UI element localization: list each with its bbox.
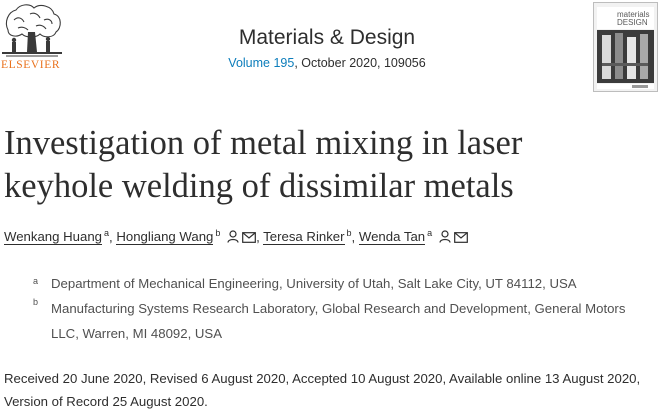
journal-title[interactable]: Materials & Design (238, 26, 416, 49)
envelope-icon[interactable] (453, 231, 468, 246)
issue-info: , October 2020, 109056 (294, 56, 426, 70)
author-link[interactable]: Wenkang Huang (4, 229, 102, 246)
affiliation-label: a (33, 276, 39, 286)
article-title: Investigation of metal mixing in laser k… (4, 124, 523, 205)
elsevier-logo[interactable]: ELSEVIER (0, 2, 64, 72)
author-separator: , (351, 229, 356, 245)
person-icon[interactable] (227, 230, 239, 246)
author-separator: , (109, 229, 113, 245)
person-icon[interactable] (439, 230, 451, 246)
elsevier-tree-logo-icon (2, 4, 62, 57)
affiliation-marker[interactable]: b (215, 228, 221, 238)
affiliation-marker[interactable]: a (427, 228, 433, 238)
author-link[interactable]: Teresa Rinker (263, 229, 345, 246)
affiliation-label: b (33, 297, 39, 307)
article-history: Received 20 June 2020, Revised 6 August … (4, 371, 641, 409)
author-separator: , (256, 229, 260, 245)
journal-cover-image[interactable]: materials DESIGN (593, 2, 658, 92)
volume-link[interactable]: Volume 195 (228, 56, 295, 70)
cover-artwork (594, 3, 657, 91)
author-list: Wenkang Huang a, Hongliang Wang b , Teresa… (4, 228, 468, 246)
affiliation-marker[interactable]: a (104, 228, 110, 238)
envelope-icon[interactable] (242, 231, 256, 246)
author-link[interactable]: Wenda Tan (358, 229, 426, 246)
affiliation-marker[interactable]: b (346, 228, 352, 238)
journal-issue-line: Volume 195, October 2020, 109056 (0, 56, 654, 70)
author-link[interactable]: Hongliang Wang (116, 229, 214, 246)
affiliation-text: Department of Mechanical Engineering, Un… (51, 276, 577, 291)
affiliation-text: Manufacturing Systems Research Laborator… (51, 301, 626, 341)
elsevier-wordmark: ELSEVIER (1, 59, 61, 71)
cover-journal-name: materials DESIGN (617, 10, 650, 27)
